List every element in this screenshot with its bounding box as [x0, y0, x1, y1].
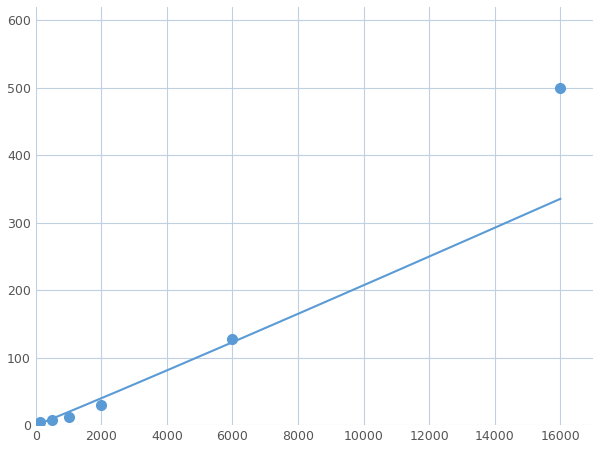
Point	[97, 401, 106, 409]
Point	[556, 84, 565, 91]
Point	[64, 414, 73, 421]
Point	[35, 419, 45, 426]
Point	[227, 335, 237, 342]
Point	[47, 416, 57, 423]
